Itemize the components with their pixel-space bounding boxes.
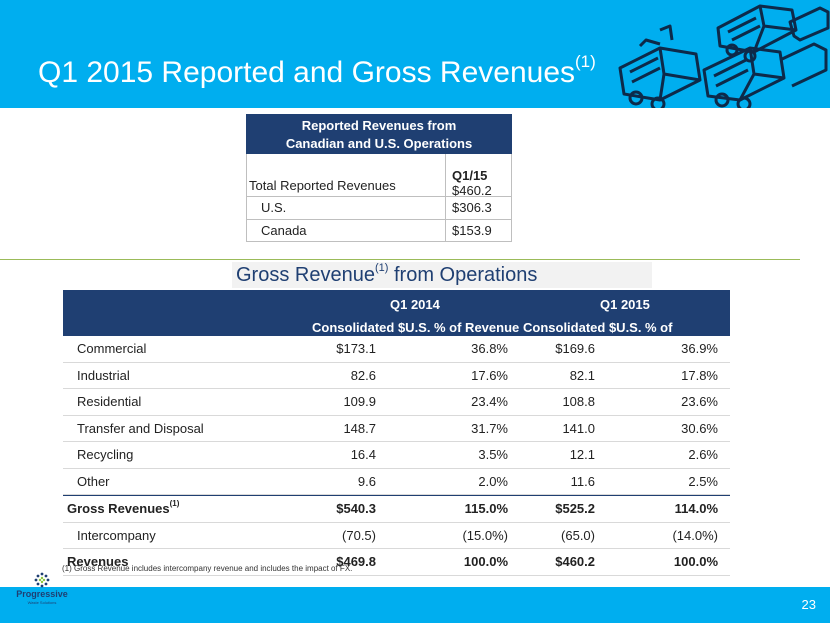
cell: $460.2 <box>555 554 595 569</box>
reported-revenues-header: Reported Revenues from Canadian and U.S.… <box>246 114 512 154</box>
company-logo: Progressive Waste Solutions <box>6 572 78 618</box>
intercompany-row: Intercompany (70.5) (15.0%) (65.0) (14.0… <box>63 523 730 549</box>
page-title-footnote-marker: (1) <box>575 52 596 71</box>
cell: $169.6 <box>555 341 595 356</box>
cell: $173.1 <box>336 341 376 356</box>
gross-table-body: Commercial $173.1 36.8% $169.6 36.9% Industri… <box>63 336 730 495</box>
gross-title-footnote-marker: (1) <box>374 262 389 274</box>
cell: (65.0) <box>561 527 595 543</box>
cell: (15.0%) <box>462 527 508 543</box>
row-value: $460.2 <box>452 183 492 198</box>
trucks-illustration-icon <box>618 4 830 108</box>
cell: 141.0 <box>562 420 595 436</box>
reported-header-line1: Reported Revenues from <box>301 118 457 133</box>
page-title-text: Q1 2015 Reported and Gross Revenues <box>38 56 575 89</box>
col-pct-2015: % of Revenue <box>645 320 700 350</box>
row-label: Gross Revenues(1) <box>67 499 180 516</box>
cell: 11.6 <box>570 473 595 489</box>
cell: 30.6% <box>681 420 718 436</box>
cell: 148.7 <box>343 420 376 436</box>
row-label: Residential <box>77 394 142 409</box>
cell: 12.1 <box>569 447 595 462</box>
cell: 82.6 <box>350 367 376 383</box>
row-label: Transfer and Disposal <box>77 420 204 436</box>
cell: 2.5% <box>688 473 718 489</box>
table-row: Other 9.6 2.0% 11.6 2.5% <box>63 469 730 495</box>
table-row: Canada $153.9 <box>247 218 511 241</box>
period-header-2014: Q1 2014 <box>390 297 440 312</box>
col-consolidated-2015: Consolidated $U.S. <box>523 320 642 335</box>
row-label: U.S. <box>261 200 287 216</box>
cell: 115.0% <box>464 501 508 516</box>
table-row: Residential 109.9 23.4% 108.8 23.6% <box>63 389 730 416</box>
cell: 36.8% <box>471 341 508 356</box>
cell: (70.5) <box>342 527 376 543</box>
footer-band <box>0 587 830 623</box>
cell: 109.9 <box>343 394 376 409</box>
cell: 108.8 <box>562 394 595 409</box>
logo-name: Progressive <box>16 589 68 599</box>
cell: 82.1 <box>569 367 595 383</box>
cell: 2.6% <box>688 447 718 462</box>
cell: 17.6% <box>471 367 508 383</box>
gross-title-background <box>232 262 652 288</box>
row-label: Revenues <box>67 554 129 569</box>
page-number: 23 <box>801 597 816 612</box>
footnote: (1) Gross Revenue includes intercompany … <box>62 564 353 573</box>
reported-revenues-table: Reported Revenues from Canadian and U.S.… <box>246 114 512 242</box>
table-row: Commercial $173.1 36.8% $169.6 36.9% <box>63 336 730 363</box>
gross-revenue-table: Q1 2014 Q1 2015 Consolidated $U.S. % of … <box>63 290 730 576</box>
cell: 2.0% <box>478 473 508 489</box>
cell: 100.0% <box>673 554 718 569</box>
period-header: Q1/15 <box>452 168 488 183</box>
cell: 23.4% <box>471 394 508 409</box>
row-label: Total Reported Revenues <box>249 178 396 193</box>
cell: 31.7% <box>471 420 508 436</box>
table-row: Recycling 16.4 3.5% 12.1 2.6% <box>63 442 730 469</box>
revenues-row: Revenues $469.8 100.0% $460.2 100.0% <box>63 549 730 576</box>
row-label: Commercial <box>77 341 147 356</box>
page-title: Q1 2015 Reported and Gross Revenues(1) <box>38 52 596 90</box>
col-consolidated-2014: Consolidated $U.S. <box>312 320 431 335</box>
cell: 100.0% <box>463 554 508 569</box>
cell: 17.8% <box>681 367 718 383</box>
section-divider <box>0 259 800 260</box>
table-row: Total Reported Revenues Q1/15 $460.2 <box>247 154 511 198</box>
cell: 3.5% <box>478 447 508 462</box>
row-label: Industrial <box>77 367 130 383</box>
period-header-2015: Q1 2015 <box>600 297 650 312</box>
gross-revenue-title: Gross Revenue(1) from Operations <box>236 262 538 287</box>
cell: $469.8 <box>336 554 376 569</box>
cell: 23.6% <box>681 394 718 409</box>
gross-title-text: Gross Revenue <box>236 264 375 286</box>
cell: $540.3 <box>336 501 376 516</box>
cell: 16.4 <box>350 447 376 462</box>
col-pct-2014: % of Revenue <box>434 320 520 335</box>
table-row: Transfer and Disposal 148.7 31.7% 141.0 30.6… <box>63 416 730 442</box>
cell: 9.6 <box>357 473 376 489</box>
row-label: Intercompany <box>77 527 156 543</box>
row-value: $306.3 <box>445 197 511 219</box>
reported-header-line2: Canadian and U.S. Operations <box>285 136 473 151</box>
cell: (14.0%) <box>672 527 718 543</box>
logo-mark-icon <box>34 572 50 588</box>
row-label: Other <box>77 473 110 489</box>
cell: 36.9% <box>681 341 718 356</box>
gross-revenues-row: Gross Revenues(1) $540.3 115.0% $525.2 1… <box>63 495 730 523</box>
table-row: U.S. $306.3 <box>247 196 511 219</box>
row-label: Recycling <box>77 447 134 462</box>
cell: $525.2 <box>555 501 595 516</box>
row-value: $153.9 <box>445 219 511 241</box>
table-row: Industrial 82.6 17.6% 82.1 17.8% <box>63 363 730 389</box>
logo-tagline: Waste Solutions <box>27 600 57 605</box>
gross-title-rest: from Operations <box>388 264 538 286</box>
cell: 114.0% <box>674 501 718 516</box>
row-label: Canada <box>261 222 307 238</box>
gross-table-header: Q1 2014 Q1 2015 Consolidated $U.S. % of … <box>63 290 730 350</box>
